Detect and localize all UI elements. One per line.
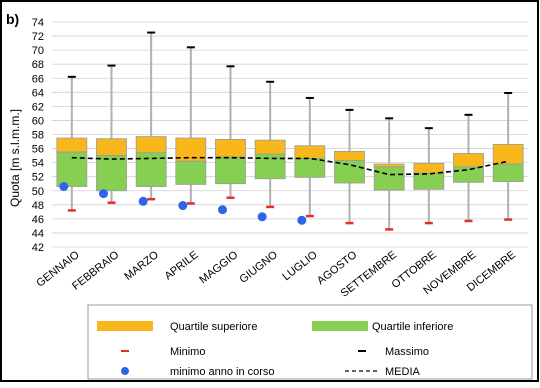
box-marzo [135,31,167,206]
legend-box [87,304,533,380]
lower-quartile-box [175,160,207,185]
lower-quartile-box [96,155,127,192]
y-tick-label: 50 [32,186,44,198]
y-axis-label: Quota [m s.l.m.m.] [8,109,22,207]
legend-minimum-label: Minimo [170,346,205,358]
lower-quartile-box [215,156,246,185]
current-year-minimum-point [297,215,307,225]
box-giugno [254,80,286,222]
y-tick-label: 56 [32,144,44,156]
y-tick-label: 46 [32,214,44,226]
y-tick-label: 72 [32,31,44,43]
upper-quartile-box [413,162,445,174]
y-tick-label: 48 [32,200,44,212]
y-tick-label: 64 [32,87,44,99]
current-year-minimum-point [59,182,69,192]
lower-quartile-box [453,166,484,183]
mean-layer [71,156,509,176]
box-ottobre [413,127,445,225]
y-tick-label: 44 [32,228,44,240]
legend-lower-swatch [312,321,368,331]
upper-quartile-box [96,138,127,156]
box-dicembre [492,92,524,221]
upper-quartile-box [453,153,484,168]
lower-quartile-box [492,163,524,183]
lower-quartile-box [294,158,326,178]
y-tick-label: 42 [32,242,44,254]
legend-mean-label: MEDIA [385,366,421,378]
legend-lower-label: Quartile inferiore [372,321,453,333]
y-tick-label: 60 [32,115,44,127]
upper-quartile-box [334,150,365,161]
legend-upper-swatch [97,321,153,331]
lower-quartile-box [373,166,405,191]
y-tick-labels: 42 44 46 48 50 52 54 56 58 60 62 64 66 68 70 72 74 [32,17,44,254]
current-year-minimum-point [178,201,188,211]
y-tick-label: 58 [32,130,44,142]
legend: Quartile superiore Quartile inferiore Mi… [87,304,533,380]
y-tick-label: 66 [32,73,44,85]
mean-line [71,156,509,176]
current-year-minimum-point [218,205,227,215]
grid-layer [52,21,528,248]
y-tick-label: 68 [32,59,44,71]
box-gennaio [56,75,88,212]
panel-label: b) [6,11,19,27]
y-tick-label: 70 [32,45,44,57]
upper-quartile-box [373,163,405,168]
upper-quartile-box [294,145,326,159]
legend-upper-label: Quartile superiore [170,321,257,333]
legend-current-min-swatch [121,367,129,375]
upper-quartile-box [254,139,286,155]
current-year-minimum-point [99,189,108,199]
upper-quartile-box [56,137,88,153]
legend-maximum-label: Massimo [385,346,429,358]
upper-quartile-box [492,143,524,165]
box-settembre [373,117,405,231]
boxes-layer [56,31,524,231]
y-tick-label: 52 [32,172,44,184]
lower-quartile-box [413,172,445,190]
box-maggio [215,65,246,215]
y-tick-label: 74 [32,17,44,29]
legend-current-min-label: minimo anno in corso [170,366,275,378]
box-febbraio [96,64,127,204]
y-tick-label: 54 [32,158,44,170]
lower-quartile-box [334,160,365,184]
upper-quartile-box [215,139,246,158]
current-year-minimum-point [138,196,148,206]
box-agosto [334,108,365,225]
y-tick-label: 62 [32,101,44,113]
box-novembre [453,113,484,223]
box-aprile [175,46,207,211]
box-luglio [294,96,326,225]
current-year-minimum-point [257,212,267,222]
upper-quartile-box [135,136,167,154]
